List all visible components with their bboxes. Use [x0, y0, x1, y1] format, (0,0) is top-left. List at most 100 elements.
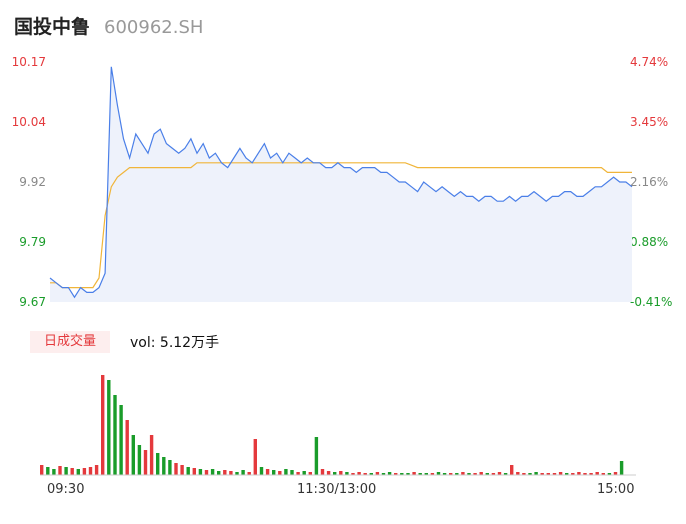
volume-bar: [577, 472, 581, 475]
y-tick-label: 10.17: [11, 55, 46, 69]
volume-bar: [137, 445, 142, 475]
price-line: [49, 66, 633, 299]
x-tick-label: 11:30/13:00: [297, 482, 377, 497]
volume-bar: [174, 463, 178, 475]
volume-bar: [223, 470, 227, 475]
volume-bar: [436, 472, 441, 475]
volume-bar: [589, 473, 593, 475]
volume-bar: [345, 472, 349, 475]
volume-bar: [143, 450, 148, 475]
y-right-tick-label: 0.88%: [630, 235, 669, 249]
volume-bar: [400, 473, 404, 475]
y-tick-label: 10.04: [11, 115, 46, 129]
volume-bar: [302, 471, 306, 475]
volume-bar: [381, 473, 386, 475]
volume-bar: [247, 472, 251, 475]
volume-bar: [418, 473, 422, 475]
volume-bar: [259, 467, 264, 475]
x-tick-label: 09:30: [47, 482, 85, 497]
volume-bar: [162, 457, 166, 475]
average-price-line: [50, 162, 632, 289]
volume-bar: [430, 473, 435, 475]
volume-bar: [552, 473, 557, 475]
volume-bar: [52, 469, 56, 475]
volume-bar: [168, 460, 172, 475]
volume-bar: [522, 473, 526, 475]
volume-bar: [479, 472, 483, 475]
y-right-tick-label: -0.41%: [630, 295, 673, 309]
volume-bar: [88, 467, 93, 475]
volume-bar: [595, 472, 599, 475]
volume-bar: [296, 472, 300, 475]
volume-bar: [491, 473, 496, 475]
volume-bar: [210, 469, 215, 475]
volume-bar: [284, 469, 288, 475]
volume-bar: [192, 468, 196, 475]
volume-bar: [607, 473, 612, 475]
y-tick-label: 9.92: [19, 175, 46, 189]
volume-bar: [473, 473, 477, 475]
volume-bar: [394, 473, 398, 475]
volume-bar: [455, 473, 459, 475]
volume-bar: [351, 473, 355, 475]
volume-bar: [565, 473, 569, 475]
volume-bar: [58, 466, 62, 475]
volume-bar: [229, 471, 233, 475]
volume-bar: [333, 472, 337, 475]
volume-bar: [375, 472, 380, 475]
volume-bar: [485, 473, 489, 475]
volume-bar: [272, 470, 276, 475]
volume-bar: [113, 395, 117, 475]
volume-bar: [253, 439, 257, 475]
volume-bar: [82, 468, 87, 475]
volume-bar: [46, 467, 50, 475]
y-right-tick-label: 2.16%: [630, 175, 669, 189]
volume-bar: [290, 470, 294, 475]
volume-bar: [363, 473, 367, 475]
volume-bar: [369, 473, 373, 475]
volume-bar: [601, 473, 605, 475]
volume-bar: [449, 473, 453, 475]
volume-bar: [503, 473, 508, 475]
volume-bar: [198, 469, 203, 475]
volume-bar: [94, 465, 99, 475]
y-right-tick-label: 4.74%: [630, 55, 669, 69]
volume-bar: [125, 420, 129, 475]
volume-bar: [516, 472, 520, 475]
volume-bar: [204, 470, 209, 475]
volume-bar: [186, 467, 190, 475]
stock-code: 600962.SH: [104, 17, 204, 38]
volume-bar: [412, 472, 416, 475]
volume-bar: [357, 472, 361, 475]
volume-bar: [101, 375, 105, 475]
y-tick-label: 9.79: [19, 235, 46, 249]
volume-bar: [339, 471, 343, 475]
volume-summary: vol: 5.12万手: [130, 335, 220, 351]
volume-bar: [442, 473, 447, 475]
volume-bar: [156, 453, 160, 475]
volume-bar: [461, 472, 465, 475]
volume-bar: [131, 435, 135, 475]
volume-bar: [241, 470, 245, 475]
volume-bar: [528, 473, 532, 475]
volume-bar: [326, 471, 331, 475]
volume-bar: [149, 435, 154, 475]
volume-bar: [278, 471, 282, 475]
volume-bar: [613, 472, 618, 475]
volume-bar: [265, 469, 270, 475]
volume-bar: [40, 465, 44, 475]
volume-tag: 日成交量: [30, 331, 110, 353]
volume-bar: [510, 465, 514, 475]
volume-bar: [497, 472, 502, 475]
volume-bar: [70, 468, 74, 475]
volume-bar: [546, 473, 550, 475]
volume-bar: [235, 472, 239, 475]
volume-bar: [571, 473, 575, 475]
volume-bar: [424, 473, 428, 475]
stock-header: 国投中鲁 600962.SH: [14, 12, 203, 40]
y-right-tick-label: 3.45%: [630, 115, 669, 129]
volume-bar: [320, 469, 325, 475]
y-tick-label: 9.67: [19, 295, 46, 309]
volume-bar: [76, 469, 80, 475]
volume-bar: [558, 472, 563, 475]
